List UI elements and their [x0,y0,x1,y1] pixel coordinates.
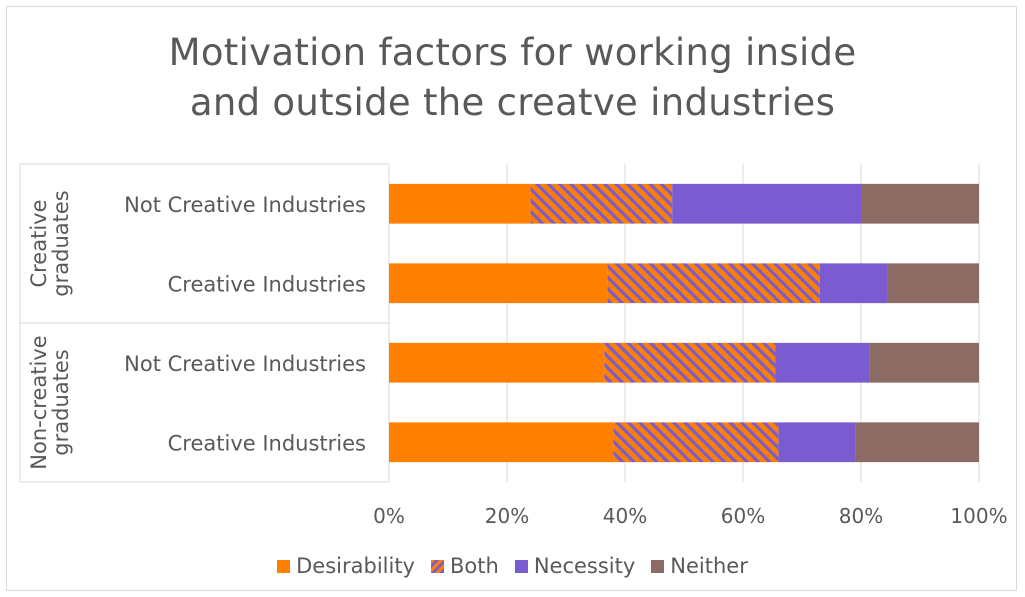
legend-label: Desirability [296,554,415,578]
bar-necessity [775,342,870,383]
bar-series [389,183,979,463]
group-label-line: graduates [49,349,73,455]
bar-desirability [389,422,614,463]
bar-necessity [819,263,888,304]
legend-item: Neither [651,554,748,578]
x-tick-label: 0% [373,504,405,528]
x-tick-label: 100% [950,504,1007,528]
category-label: Not Creative Industries [124,352,366,376]
group-label-line: Creative [27,199,51,287]
legend-item: Desirability [277,554,415,578]
legend-label: Neither [670,554,748,578]
bar-both [530,183,673,224]
category-label: Not Creative Industries [124,193,366,217]
x-tick-label: 40% [603,504,647,528]
group-label: Non-creativegraduates [27,335,73,469]
bar-neither [855,422,979,463]
legend-swatch [514,559,528,573]
bar-desirability [389,183,531,224]
legend-label: Both [450,554,499,578]
bar-necessity [672,183,861,224]
bar-neither [887,263,979,304]
category-axis: CreativegraduatesNon-creativegraduatesNo… [19,163,390,483]
legend-swatch [277,559,291,573]
bar-neither [869,342,979,383]
x-tick-label: 60% [721,504,765,528]
legend-item: Necessity [514,554,636,578]
bar-necessity [778,422,856,463]
bar-desirability [389,263,608,304]
x-axis-ticks: 0% 20% 40% 60% 80% 100% [373,504,1007,528]
legend: Desirability Both Necessity Neither [0,551,1025,581]
bar-both [604,342,776,383]
category-label: Creative Industries [168,431,366,455]
bar-neither [861,183,979,224]
bar-both [613,422,779,463]
legend-label: Necessity [533,554,636,578]
category-label: Creative Industries [168,272,366,296]
group-label: Creativegraduates [27,190,73,296]
bar-both [607,263,820,304]
legend-swatch [431,559,444,573]
legend-item: Both [431,554,499,578]
x-tick-label: 80% [839,504,883,528]
legend-swatch [651,559,665,573]
bar-desirability [389,342,605,383]
x-tick-label: 20% [485,504,529,528]
group-label-line: Non-creative [27,335,51,469]
chart-title: Motivation factors for working inside an… [168,31,857,124]
group-label-line: graduates [49,190,73,296]
